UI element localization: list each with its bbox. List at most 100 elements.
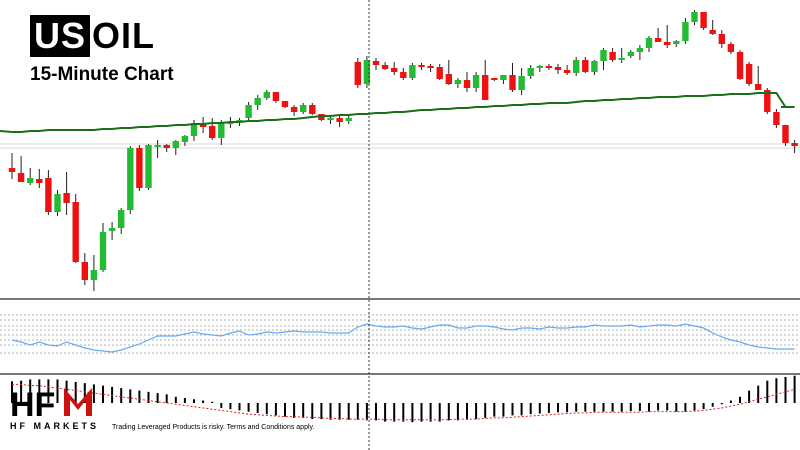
chart-title: US OIL xyxy=(30,14,155,58)
candle xyxy=(263,90,270,100)
candle xyxy=(736,50,744,80)
candle xyxy=(645,36,653,52)
candle-body xyxy=(527,68,534,76)
candle-body xyxy=(90,270,98,280)
oscillator-panel xyxy=(0,314,800,354)
candle-body xyxy=(563,70,571,73)
candle xyxy=(627,50,634,58)
candle xyxy=(27,168,34,185)
candle xyxy=(636,45,644,60)
candle xyxy=(245,102,252,120)
candle xyxy=(381,62,389,70)
candle xyxy=(300,103,307,114)
candle-body xyxy=(391,68,398,72)
candle-body xyxy=(573,60,580,73)
candle-body xyxy=(245,105,252,118)
candle-body xyxy=(718,34,725,44)
candle-body xyxy=(673,41,680,44)
candle xyxy=(172,140,179,155)
candle-body xyxy=(463,80,471,88)
candle xyxy=(518,68,525,95)
candle-body xyxy=(36,179,43,183)
candle xyxy=(254,95,261,110)
candle xyxy=(409,63,416,80)
candle xyxy=(17,156,25,182)
candle-body xyxy=(327,118,334,120)
candle-body xyxy=(445,74,452,84)
candle xyxy=(127,146,134,214)
candle xyxy=(354,58,361,88)
candle xyxy=(482,60,489,100)
candle xyxy=(700,12,707,30)
candle-body xyxy=(682,22,689,41)
candle-body xyxy=(254,98,261,105)
candle-body xyxy=(272,92,280,101)
candle xyxy=(81,253,88,285)
candle-body xyxy=(755,84,762,90)
candle xyxy=(45,170,52,215)
candle xyxy=(309,103,316,115)
candle xyxy=(536,65,543,72)
candle xyxy=(327,116,334,124)
candle xyxy=(36,169,43,188)
candle-body xyxy=(145,145,152,188)
candle xyxy=(472,72,480,92)
candle xyxy=(445,60,452,85)
candle-body xyxy=(664,42,671,45)
candle-body xyxy=(727,44,735,52)
candle xyxy=(491,78,498,81)
candle-body xyxy=(300,105,307,112)
candle-body xyxy=(136,148,143,188)
candle-body xyxy=(345,118,352,121)
candle-body xyxy=(181,136,189,142)
candle-body xyxy=(8,168,16,172)
candle-body xyxy=(154,145,161,147)
candle xyxy=(782,125,789,146)
candle xyxy=(591,60,598,75)
candle-body xyxy=(764,90,771,112)
candle xyxy=(54,190,61,216)
candle-body xyxy=(791,143,798,146)
candle-body xyxy=(418,65,425,67)
candle xyxy=(90,255,98,291)
candle xyxy=(773,109,780,128)
candle-body xyxy=(472,75,480,88)
candle xyxy=(755,66,762,90)
candle xyxy=(682,18,689,44)
candle-body xyxy=(190,123,198,136)
candle xyxy=(509,63,516,92)
candle-body xyxy=(27,178,34,183)
candle xyxy=(463,72,471,92)
candle xyxy=(400,68,407,80)
hfm-logo: HF xyxy=(10,386,92,424)
candle-body xyxy=(81,262,88,280)
candle-body xyxy=(409,65,416,78)
candle-body xyxy=(636,48,644,52)
candle-body xyxy=(773,112,780,125)
candle xyxy=(363,56,371,88)
candle xyxy=(745,62,753,86)
candle-body xyxy=(163,145,170,148)
candle-body xyxy=(709,30,716,34)
candle xyxy=(563,65,571,75)
candle-body xyxy=(491,78,498,80)
candle xyxy=(527,65,534,79)
candle xyxy=(290,105,298,116)
candle-body xyxy=(554,67,562,70)
candle xyxy=(336,115,343,127)
price-panel xyxy=(0,10,800,291)
candle-body xyxy=(17,173,25,182)
candle-body xyxy=(700,12,707,28)
candle-body xyxy=(400,72,407,78)
candle xyxy=(163,144,170,152)
title-highlight: US xyxy=(30,15,91,57)
chart-subtitle: 15-Minute Chart xyxy=(30,64,174,85)
candle-body xyxy=(209,126,216,138)
candle xyxy=(72,194,79,263)
candle-body xyxy=(381,65,389,69)
candle xyxy=(99,223,107,272)
candle xyxy=(145,144,152,190)
candle-body xyxy=(645,38,653,48)
oscillator-line xyxy=(11,323,795,353)
candle xyxy=(654,28,662,42)
